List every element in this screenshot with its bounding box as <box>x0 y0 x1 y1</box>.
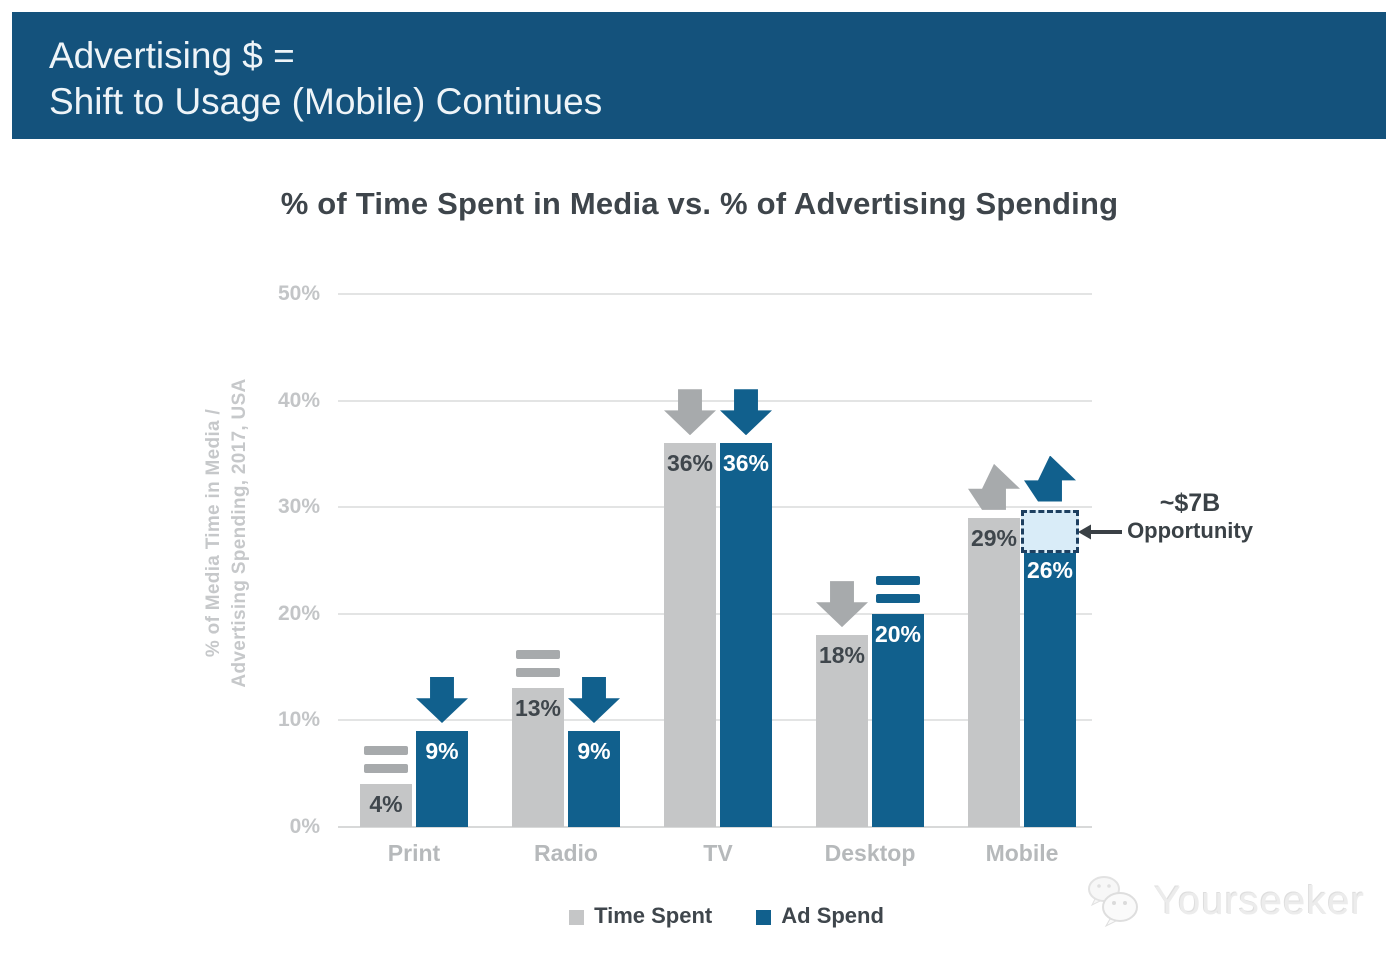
legend: Time Spent Ad Spend <box>54 903 1399 929</box>
x-axis-label-desktop: Desktop <box>824 840 916 866</box>
trend-down-icon-desktop-time-spent <box>816 581 868 628</box>
x-axis-label-print: Print <box>387 840 441 866</box>
trend-down-icon-tv-time-spent <box>664 389 716 436</box>
y-tick-label: 30% <box>277 495 320 519</box>
bar-value-label-mobile-ad-spend: 26% <box>1026 556 1074 583</box>
x-axis-label-mobile: Mobile <box>985 840 1059 866</box>
header-line1: Advertising $ = <box>49 35 295 76</box>
y-tick-label: 40% <box>277 388 320 412</box>
bar-mobile-ad-spend <box>1024 549 1076 827</box>
bar-value-label-radio-ad-spend: 9% <box>577 738 611 765</box>
header-banner: Advertising $ = Shift to Usage (Mobile) … <box>12 12 1386 139</box>
legend-label: Ad Spend <box>781 903 884 928</box>
trend-flat-icon-print-time-spent <box>364 746 408 773</box>
bar-tv-ad-spend <box>720 443 772 827</box>
y-axis-label-line2: Advertising Spending, 2017, USA <box>229 378 250 688</box>
header-line2: Shift to Usage (Mobile) Continues <box>49 81 603 122</box>
trend-down-icon-radio-ad-spend <box>568 677 620 724</box>
gridline-50% <box>338 293 1092 295</box>
trend-down-icon-tv-ad-spend <box>720 389 772 436</box>
bar-mobile-time-spent <box>968 517 1020 827</box>
y-axis-label-line1: % of Media Time in Media / <box>203 408 224 658</box>
legend-label: Time Spent <box>594 903 713 928</box>
watermark-text: Yourseeker <box>1154 878 1365 923</box>
wechat-icon <box>1088 876 1139 928</box>
gridline-0% <box>338 826 1092 828</box>
y-tick-label: 50% <box>277 282 320 305</box>
trend-flat-icon-desktop-ad-spend <box>876 576 920 603</box>
x-axis-label-radio: Radio <box>534 840 598 866</box>
watermark: Yourseeker <box>1082 872 1365 930</box>
bar-radio-ad-spend <box>568 731 620 827</box>
bar-value-label-tv-ad-spend: 36% <box>722 450 770 477</box>
x-axis-label-tv: TV <box>703 840 733 866</box>
trend-flat-icon-radio-time-spent <box>516 650 560 677</box>
gridline-40% <box>338 399 1092 402</box>
bar-value-label-tv-time-spent: 36% <box>666 450 714 477</box>
bar-value-label-desktop-ad-spend: 20% <box>874 620 922 647</box>
annotation-arrow-icon <box>1078 524 1122 540</box>
bar-desktop-ad-spend <box>872 613 924 827</box>
chart-title: % of Time Spent in Media vs. % of Advert… <box>280 186 1119 221</box>
opportunity-annotation: ~$7B Opportunity <box>1115 489 1265 544</box>
bar-value-label-mobile-time-spent: 29% <box>970 524 1018 551</box>
bar-print-time-spent <box>360 784 412 827</box>
bar-value-label-radio-time-spent: 13% <box>514 695 562 722</box>
bar-desktop-time-spent <box>816 635 868 827</box>
legend-swatch <box>756 909 772 925</box>
opportunity-box <box>1021 509 1079 553</box>
y-tick-label: 20% <box>277 601 320 625</box>
legend-swatch <box>569 909 585 925</box>
bar-value-label-print-ad-spend: 9% <box>425 738 459 765</box>
trend-up-icon-mobile-ad-spend <box>1024 455 1076 502</box>
legend-item-ad-spend: Ad Spend <box>756 903 884 929</box>
trend-down-icon-print-ad-spend <box>416 677 468 724</box>
opportunity-label: Opportunity <box>1127 518 1253 543</box>
bar-value-label-desktop-time-spent: 18% <box>818 642 866 669</box>
bar-radio-time-spent <box>512 688 564 827</box>
bar-tv-time-spent <box>664 443 716 827</box>
bar-value-label-print-time-spent: 4% <box>369 791 403 818</box>
opportunity-value: ~$7B <box>1159 489 1221 517</box>
bar-print-ad-spend <box>416 731 468 827</box>
plot-area: 0% 10% 20% 30% 40% 50% 4% 9% Print 13% 9% Radio 36% 3… <box>278 282 1092 866</box>
y-tick-label: 10% <box>277 708 320 732</box>
legend-item-time-spent: Time Spent <box>569 903 712 929</box>
y-axis-label: % of Media Time in Media / Advertising S… <box>201 313 255 753</box>
y-tick-label: 0% <box>289 815 320 838</box>
trend-up-icon-mobile-time-spent <box>968 463 1020 510</box>
